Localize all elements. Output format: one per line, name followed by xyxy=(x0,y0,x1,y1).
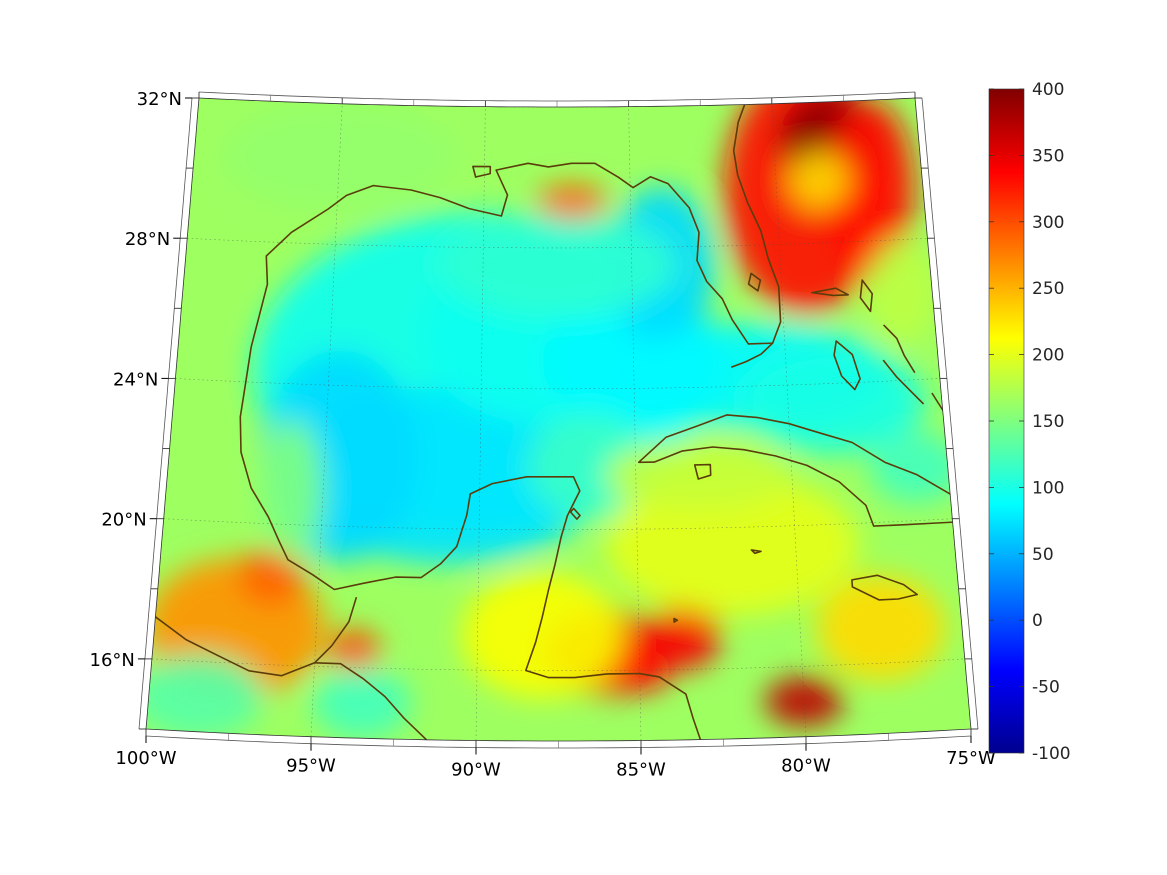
coastline-cayman xyxy=(750,549,762,555)
coastline-isla-de-la-juventud xyxy=(693,463,712,480)
coastline-cozumel xyxy=(569,507,581,520)
field-anomaly xyxy=(605,474,859,616)
coastline-tehuantepec-isthmus xyxy=(314,596,358,664)
field-anomaly xyxy=(826,100,914,276)
lat-tick-label: 28°N xyxy=(125,229,170,250)
field-anomaly xyxy=(607,649,673,692)
colorbar-tick-label: 100 xyxy=(1032,478,1064,498)
lat-tick-label: 20°N xyxy=(101,510,146,531)
field-anomaly xyxy=(260,419,324,560)
parallel-line xyxy=(163,518,953,531)
colorbar-tick-label: 400 xyxy=(1032,80,1064,100)
lon-tick-label: 80°W xyxy=(781,756,831,777)
lat-tick-label: 24°N xyxy=(113,369,158,390)
colorbar-tick-label: 0 xyxy=(1032,611,1043,631)
field-anomaly xyxy=(866,239,939,345)
coastline-exuma xyxy=(882,359,925,405)
parallel-line xyxy=(151,658,965,671)
field-anomaly xyxy=(461,571,623,699)
colorbar-tick-label: -100 xyxy=(1032,744,1071,764)
map-frame xyxy=(138,91,979,749)
colorbar-ticks: 400 350 300 250 200 150 100 50 0 -50 -100 xyxy=(989,80,1071,764)
field-anomaly xyxy=(146,654,264,739)
colorbar: 400 350 300 250 200 150 100 50 0 -50 -100 xyxy=(988,80,1071,764)
lon-tick-label: 100°W xyxy=(115,748,176,769)
coastline-mexico-coast xyxy=(239,315,702,740)
coastline-florida-keys xyxy=(730,342,774,369)
heatmap-field xyxy=(146,98,964,739)
field-anomaly xyxy=(790,151,849,208)
field-anomaly xyxy=(764,676,844,727)
lat-tick-label: 32°N xyxy=(137,89,182,110)
coastline-jamaica xyxy=(851,574,918,601)
colorbar-tick-label: 350 xyxy=(1032,146,1064,166)
field-anomaly xyxy=(328,628,381,672)
colorbar-tick-label: -50 xyxy=(1032,678,1060,698)
frame-inner-line xyxy=(921,97,979,730)
coastline-lake-pontchartrain xyxy=(472,165,492,178)
colorbar-tick-label: 300 xyxy=(1032,213,1064,233)
colorbar-tick-label: 200 xyxy=(1032,346,1064,366)
frame-inner-line xyxy=(198,91,916,102)
field-anomaly xyxy=(536,184,608,220)
field-anomaly xyxy=(741,348,927,454)
colorbar-tick-label: 50 xyxy=(1032,545,1054,565)
lon-tick-label: 75°W xyxy=(946,748,996,769)
coastline-eleuthera xyxy=(883,324,916,374)
parallel-line xyxy=(187,237,928,249)
field-anomaly xyxy=(816,575,946,681)
lon-tick-label: 85°W xyxy=(616,760,666,781)
coastline-andros xyxy=(833,340,861,391)
field-anomaly xyxy=(438,212,677,319)
field-anomaly xyxy=(655,599,720,670)
coastline-abaco xyxy=(859,279,873,313)
lat-tick-label: 16°N xyxy=(90,650,135,671)
field-anomaly xyxy=(869,432,964,503)
frame-inner-line xyxy=(138,97,193,730)
latitude-labels: 16°N 20°N 24°N 28°N 32°N xyxy=(90,89,192,671)
lon-tick-label: 95°W xyxy=(286,756,336,777)
colorbar-tick-label: 150 xyxy=(1032,412,1064,432)
colorbar-tick-label: 250 xyxy=(1032,279,1064,299)
field-anomaly xyxy=(239,548,303,605)
coastline-grand-bahama xyxy=(811,287,849,297)
coastline-swan-islands xyxy=(673,617,679,623)
field-anomaly xyxy=(312,667,411,739)
map-area xyxy=(146,98,971,741)
coastline-us-gulf-coast xyxy=(258,100,782,345)
coastline-lake-okeechobee xyxy=(747,272,762,292)
lon-tick-label: 90°W xyxy=(451,760,501,781)
colorbar-gradient xyxy=(988,88,1025,754)
longitude-labels: 100°W 95°W 90°W 85°W 80°W 75°W xyxy=(115,736,996,781)
